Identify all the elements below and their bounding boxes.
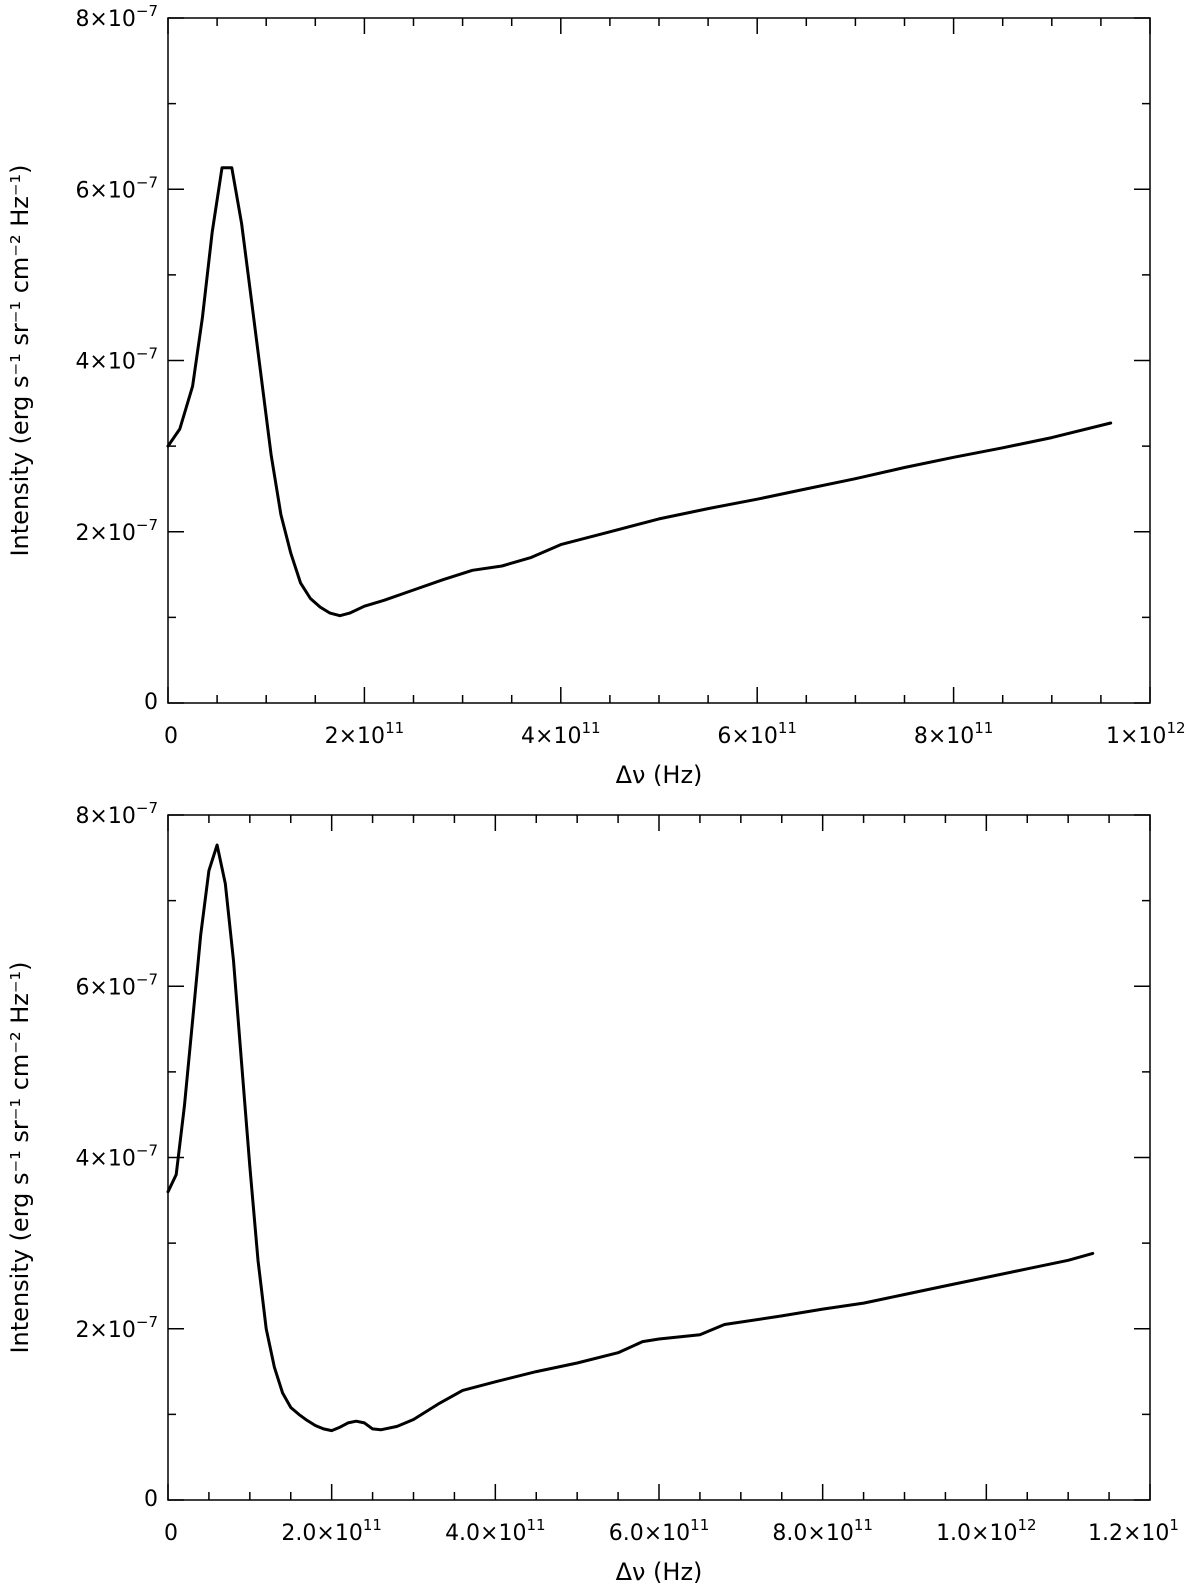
x-tick-exponent: 11 <box>363 1516 382 1534</box>
y-tick-mantissa: 4×10 <box>75 350 135 375</box>
x-tick-mantissa: 1.0×10 <box>936 1521 1017 1546</box>
x-tick-mantissa: 6×10 <box>717 724 777 749</box>
x-tick-label: 1.0×1012 <box>936 1516 1037 1546</box>
x-tick-mantissa: 8×10 <box>914 724 974 749</box>
x-tick-label: 0 <box>164 724 178 749</box>
y-tick-label: 8×10−7 <box>75 2 158 32</box>
y-tick-mantissa: 6×10 <box>75 178 135 203</box>
x-tick-mantissa: 4×10 <box>521 724 581 749</box>
x-tick-label: 1×1012 <box>1106 719 1186 749</box>
y-tick-label: 2×10−7 <box>75 516 158 546</box>
bottom-panel: 0 2.0×1011 4.0×1011 6.0×1011 8.0×1011 1.0×101… <box>6 799 1179 1586</box>
plot-frame <box>167 814 1151 1501</box>
y-tick-label: 2×10−7 <box>75 1313 158 1343</box>
x-tick-label: 2.0×1011 <box>281 1516 382 1546</box>
x-tick-label: 0 <box>164 1521 178 1546</box>
top-panel: 0 2×1011 4×1011 6×1011 8×1011 1×101202×10−74×… <box>6 2 1186 789</box>
y-tick-mantissa: 4×10 <box>75 1147 135 1172</box>
y-tick-label: 6×10−7 <box>75 173 158 203</box>
x-tick-label: 8.0×1011 <box>772 1516 873 1546</box>
y-tick-mantissa: 8×10 <box>75 7 135 32</box>
y-axis-label: Intensity (erg s⁻¹ sr⁻¹ cm⁻² Hz⁻¹) <box>6 961 34 1353</box>
y-tick-label: 0 <box>144 1487 158 1512</box>
x-tick-exponent: 11 <box>974 719 993 737</box>
x-tick-label: 2×1011 <box>325 719 405 749</box>
y-tick-label: 6×10−7 <box>75 970 158 1000</box>
x-tick-exponent: 11 <box>778 719 797 737</box>
x-tick-exponent: 11 <box>581 719 600 737</box>
x-tick-label: 6×1011 <box>717 719 797 749</box>
x-tick-exponent: 12 <box>1017 1516 1036 1534</box>
series-line-0 <box>166 166 1113 618</box>
y-tick-exponent: −7 <box>136 2 158 20</box>
x-tick-mantissa: 2×10 <box>325 724 385 749</box>
x-tick-mantissa: 0 <box>164 1521 178 1546</box>
x-tick-mantissa: 1.2×10 <box>1088 1521 1169 1546</box>
y-tick-mantissa: 2×10 <box>75 1318 135 1343</box>
y-tick-label: 8×10−7 <box>75 799 158 829</box>
x-tick-mantissa: 6.0×10 <box>609 1521 690 1546</box>
y-tick-label: 4×10−7 <box>75 1142 158 1172</box>
y-axis-label: Intensity (erg s⁻¹ sr⁻¹ cm⁻² Hz⁻¹) <box>6 164 34 556</box>
y-tick-exponent: −7 <box>136 345 158 363</box>
y-tick-exponent: −7 <box>136 799 158 817</box>
series-line-0 <box>166 843 1095 1433</box>
y-tick-mantissa: 0 <box>144 1487 158 1512</box>
x-tick-label: 1.2×101 <box>1088 1516 1179 1546</box>
x-tick-mantissa: 2.0×10 <box>281 1521 362 1546</box>
y-tick-exponent: −7 <box>136 1313 158 1331</box>
y-tick-exponent: −7 <box>136 173 158 191</box>
x-axis-label: Δν (Hz) <box>616 761 703 789</box>
x-tick-mantissa: 4.0×10 <box>445 1521 526 1546</box>
y-tick-exponent: −7 <box>136 1142 158 1160</box>
x-tick-exponent: 11 <box>854 1516 873 1534</box>
x-tick-exponent: 1 <box>1169 1516 1179 1534</box>
y-tick-label: 0 <box>144 690 158 715</box>
y-tick-label: 4×10−7 <box>75 345 158 375</box>
x-tick-label: 6.0×1011 <box>609 1516 710 1546</box>
x-tick-mantissa: 1×10 <box>1106 724 1166 749</box>
y-tick-mantissa: 6×10 <box>75 975 135 1000</box>
x-tick-mantissa: 0 <box>164 724 178 749</box>
x-tick-label: 8×1011 <box>914 719 994 749</box>
y-tick-mantissa: 8×10 <box>75 804 135 829</box>
y-tick-exponent: −7 <box>136 970 158 988</box>
x-tick-mantissa: 8.0×10 <box>772 1521 853 1546</box>
x-tick-label: 4×1011 <box>521 719 601 749</box>
y-tick-exponent: −7 <box>136 516 158 534</box>
x-tick-exponent: 12 <box>1166 719 1185 737</box>
plot-frame <box>167 17 1151 704</box>
y-tick-mantissa: 0 <box>144 690 158 715</box>
x-tick-exponent: 11 <box>526 1516 545 1534</box>
x-tick-exponent: 11 <box>690 1516 709 1534</box>
x-tick-exponent: 11 <box>385 719 404 737</box>
x-tick-label: 4.0×1011 <box>445 1516 546 1546</box>
y-tick-mantissa: 2×10 <box>75 521 135 546</box>
x-axis-label: Δν (Hz) <box>616 1558 703 1586</box>
